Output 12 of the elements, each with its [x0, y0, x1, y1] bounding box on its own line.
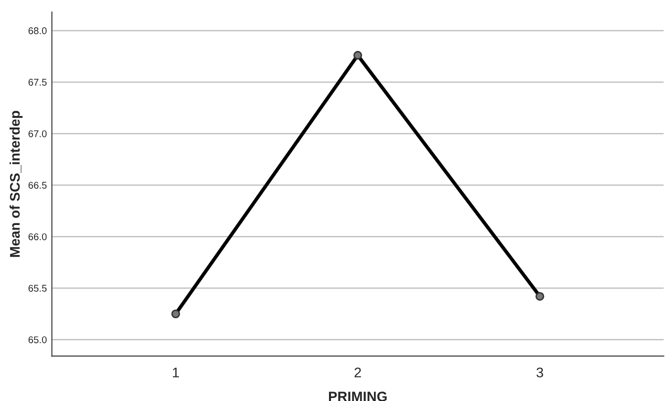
x-axis-title: PRIMING: [328, 392, 387, 401]
x-tick-label: 2: [354, 368, 361, 378]
y-tick-label: 65.0: [28, 336, 47, 344]
x-tick-label: 1: [172, 368, 179, 378]
y-tick-label: 66.5: [28, 182, 47, 189]
y-tick-label: 67.5: [28, 78, 47, 86]
y-axis-title: Mean of SCS_interdep: [10, 110, 23, 257]
y-tick-label: 65.5: [28, 284, 47, 292]
x-tick-label: 3: [536, 368, 544, 378]
y-tick-label: 67.0: [28, 130, 47, 138]
y-tick-label: 66.0: [28, 233, 47, 240]
y-tick-label: 68.0: [28, 27, 47, 34]
